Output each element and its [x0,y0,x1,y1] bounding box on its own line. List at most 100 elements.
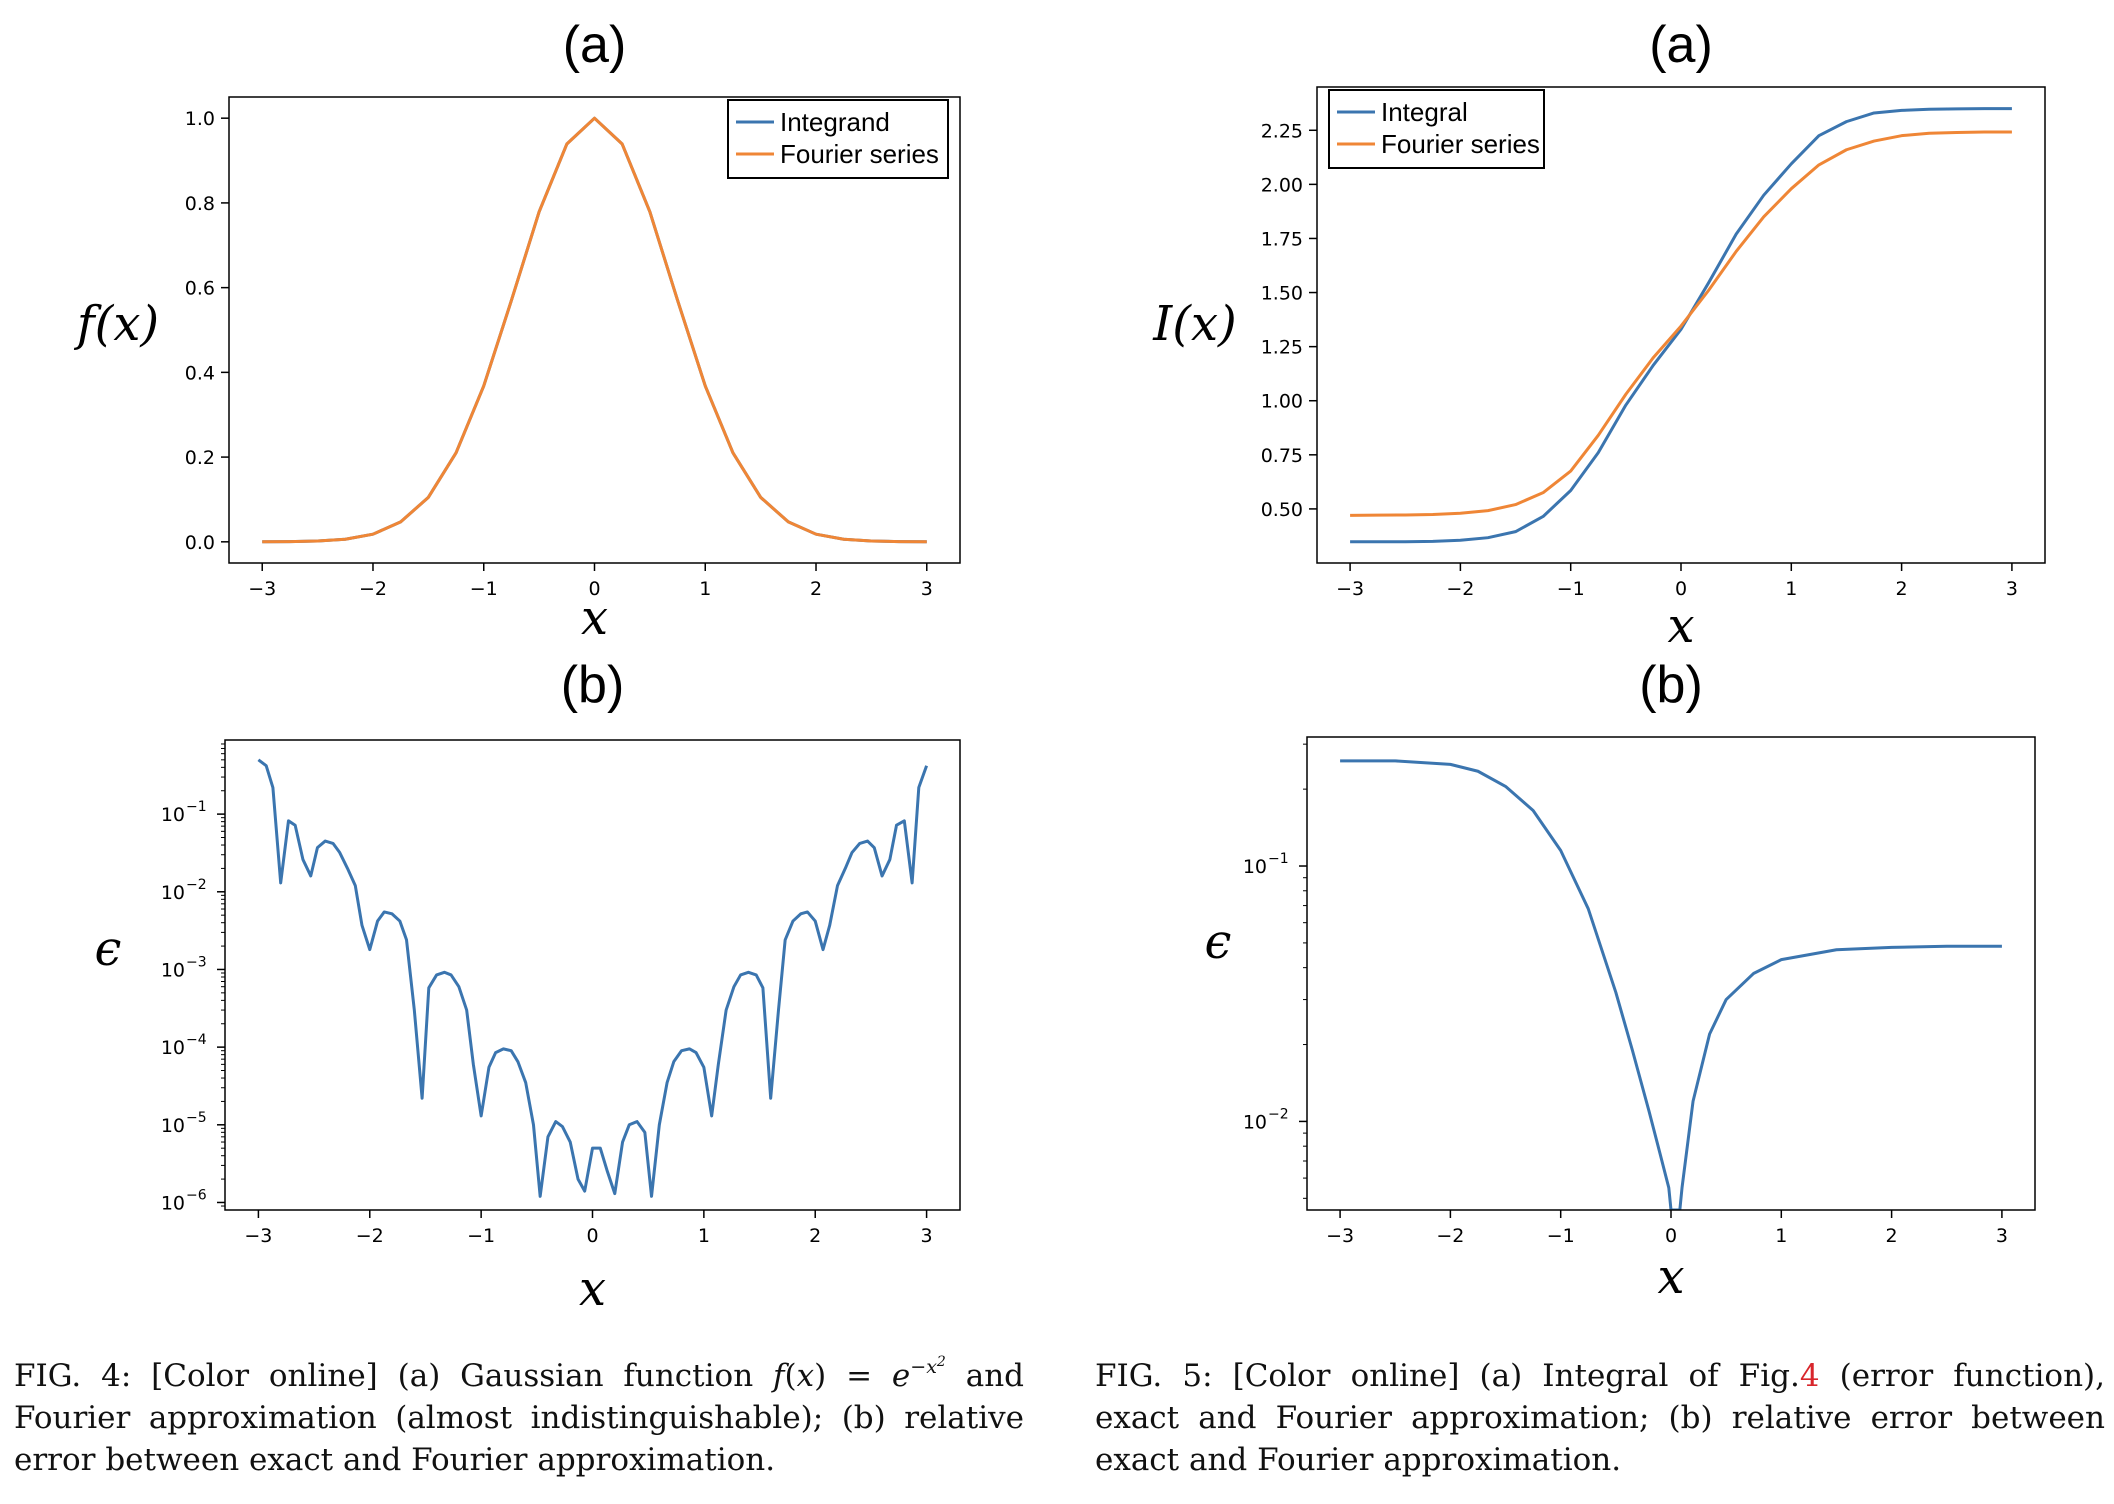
y-axis-label-fig4b: ϵ [95,921,122,977]
x-tick-label: −3 [1326,1225,1354,1247]
chart-fig4b: (b)−3 −2 −1 0 1 2 310−610−510−410−310−210 −1xϵ [95,656,961,1317]
y-tick-exponent: −2 [1268,1106,1289,1122]
x-tick-label: 3 [1996,1225,2008,1247]
x-tick-label: 1 [699,578,711,600]
legend-entry: Integral [1381,97,1468,127]
x-tick-label: −1 [1557,578,1585,600]
y-tick-label: 0.75 [1261,445,1303,467]
x-tick-label: 1 [1785,578,1797,600]
y-tick-label: 10 [161,1037,185,1059]
caption-fig4: FIG. 4: [Color online] (a) Gaussian func… [14,1355,1024,1481]
x-tick-label: 2 [1886,1225,1898,1247]
y-tick-label: 1.75 [1261,228,1303,250]
x-tick-label: −2 [356,1225,384,1247]
caption-fig4-f: f [773,1358,785,1394]
y-tick-exponent: −1 [1268,851,1289,867]
x-tick-label: 3 [921,578,933,600]
caption-fig4-exponent: −x [910,1356,937,1378]
x-tick-label: −3 [248,578,276,600]
series-line-fig4a-1 [262,116,927,544]
x-axis-label-fig5a: x [1667,598,1694,654]
panel-title-fig4a: (a) [563,16,627,74]
caption-fig5-figure-ref[interactable]: 4 [1799,1358,1820,1394]
x-axis-label-fig4a: x [581,590,608,646]
y-tick-label: 10 [161,959,185,981]
x-tick-label: 2 [810,578,822,600]
caption-fig4-x: x [796,1358,815,1394]
caption-fig5-text-start: FIG. 5: [Color online] (a) Integral of F… [1095,1358,1800,1394]
x-axis-label-fig5b: x [1657,1249,1684,1305]
legend-entry: Integrand [780,107,890,137]
y-tick-label: 0.0 [185,532,215,554]
y-axis-label-fig4a: f(x) [74,296,159,352]
y-tick-label: 10 [1243,1111,1267,1133]
caption-fig4-exponent-power: 2 [936,1354,946,1370]
x-tick-label: 2 [1896,578,1908,600]
y-tick-label: 1.50 [1261,283,1303,305]
y-tick-label: 10 [161,882,185,904]
y-tick-exponent: −2 [186,877,207,893]
x-tick-label: −3 [1336,578,1364,600]
x-tick-label: 3 [2006,578,2018,600]
y-tick-exponent: −4 [186,1032,207,1048]
legend-entry: Fourier series [780,139,939,169]
x-tick-label: 0 [586,1225,598,1247]
y-tick-label: 10 [161,804,185,826]
caption-fig5: FIG. 5: [Color online] (a) Integral of F… [1095,1355,2105,1481]
y-tick-label: 10 [161,1192,185,1214]
x-tick-label: 1 [1775,1225,1787,1247]
x-tick-label: −3 [244,1225,272,1247]
caption-fig4-text-end: and Fourier approximation (almost indist… [14,1358,1024,1478]
legend-box-fig4a [727,99,949,179]
series-line-fig5a-1 [1350,130,2012,517]
x-tick-label: −2 [359,578,387,600]
x-tick-label: −2 [1436,1225,1464,1247]
y-tick-label: 1.00 [1261,391,1303,413]
y-axis-label-fig5b: ϵ [1205,914,1232,970]
caption-fig4-paren-open: ( [784,1358,797,1394]
x-tick-label: 2 [809,1225,821,1247]
legend-entry: Fourier series [1381,129,1540,159]
chart-fig5b: (b)−3 −2 −1 0 1 2 310 −210 −1xϵ [1205,656,2036,1305]
plot-frame-fig5b [1306,736,2036,1211]
caption-fig4-text-start: FIG. 4: [Color online] (a) Gaussian func… [14,1358,774,1394]
x-axis-label-fig4b: x [579,1261,606,1317]
y-tick-label: 0.50 [1261,499,1303,521]
y-tick-label: 2.00 [1261,174,1303,196]
y-tick-exponent: −1 [186,799,207,815]
series-line-fig4b-0 [257,758,929,1198]
plot-frame-fig4b [224,739,961,1211]
y-tick-label: 0.8 [185,193,215,215]
y-tick-label: 0.6 [185,278,215,300]
legend-box-fig5a [1328,89,1545,169]
series-line-fig4a-0 [262,116,927,544]
y-tick-label: 2.25 [1261,120,1303,142]
x-tick-label: −1 [470,578,498,600]
chart-fig5a: (a) −3 −2 −1 0 1 2 3 0.50 0.75 1.00 1.25 1.50 1.75 2.0… [1152,16,2046,654]
caption-fig5-text-end: (error function), exact and Fourier appr… [1095,1358,2106,1478]
x-tick-label: 1 [698,1225,710,1247]
x-tick-label: 3 [921,1225,933,1247]
x-tick-label: −1 [467,1225,495,1247]
y-tick-exponent: −5 [186,1110,207,1126]
y-tick-label: 10 [161,1115,185,1137]
y-tick-exponent: −6 [186,1187,207,1203]
y-tick-label: 1.25 [1261,337,1303,359]
y-tick-label: 1.0 [185,108,215,130]
x-tick-label: −1 [1547,1225,1575,1247]
y-tick-label: 0.4 [185,362,215,384]
caption-fig4-e: e [891,1358,911,1394]
y-tick-label: 0.2 [185,447,215,469]
series-line-fig5a-0 [1350,107,2012,544]
caption-fig4-equals: ) = [814,1358,892,1394]
y-tick-exponent: −3 [186,954,207,970]
y-tick-label: 10 [1243,856,1267,878]
panel-title-fig5b: (b) [1639,656,1703,714]
chart-fig4a: (a) −3 −2 −1 0 1 2 3 0.0 0.2 0.4 0.6 0.8 1.0 x f(x) Inte… [74,16,961,646]
panel-title-fig4b: (b) [561,656,625,714]
x-tick-label: 0 [1665,1225,1677,1247]
panel-title-fig5a: (a) [1649,16,1713,74]
x-tick-label: −2 [1446,578,1474,600]
x-tick-label: 0 [588,578,600,600]
